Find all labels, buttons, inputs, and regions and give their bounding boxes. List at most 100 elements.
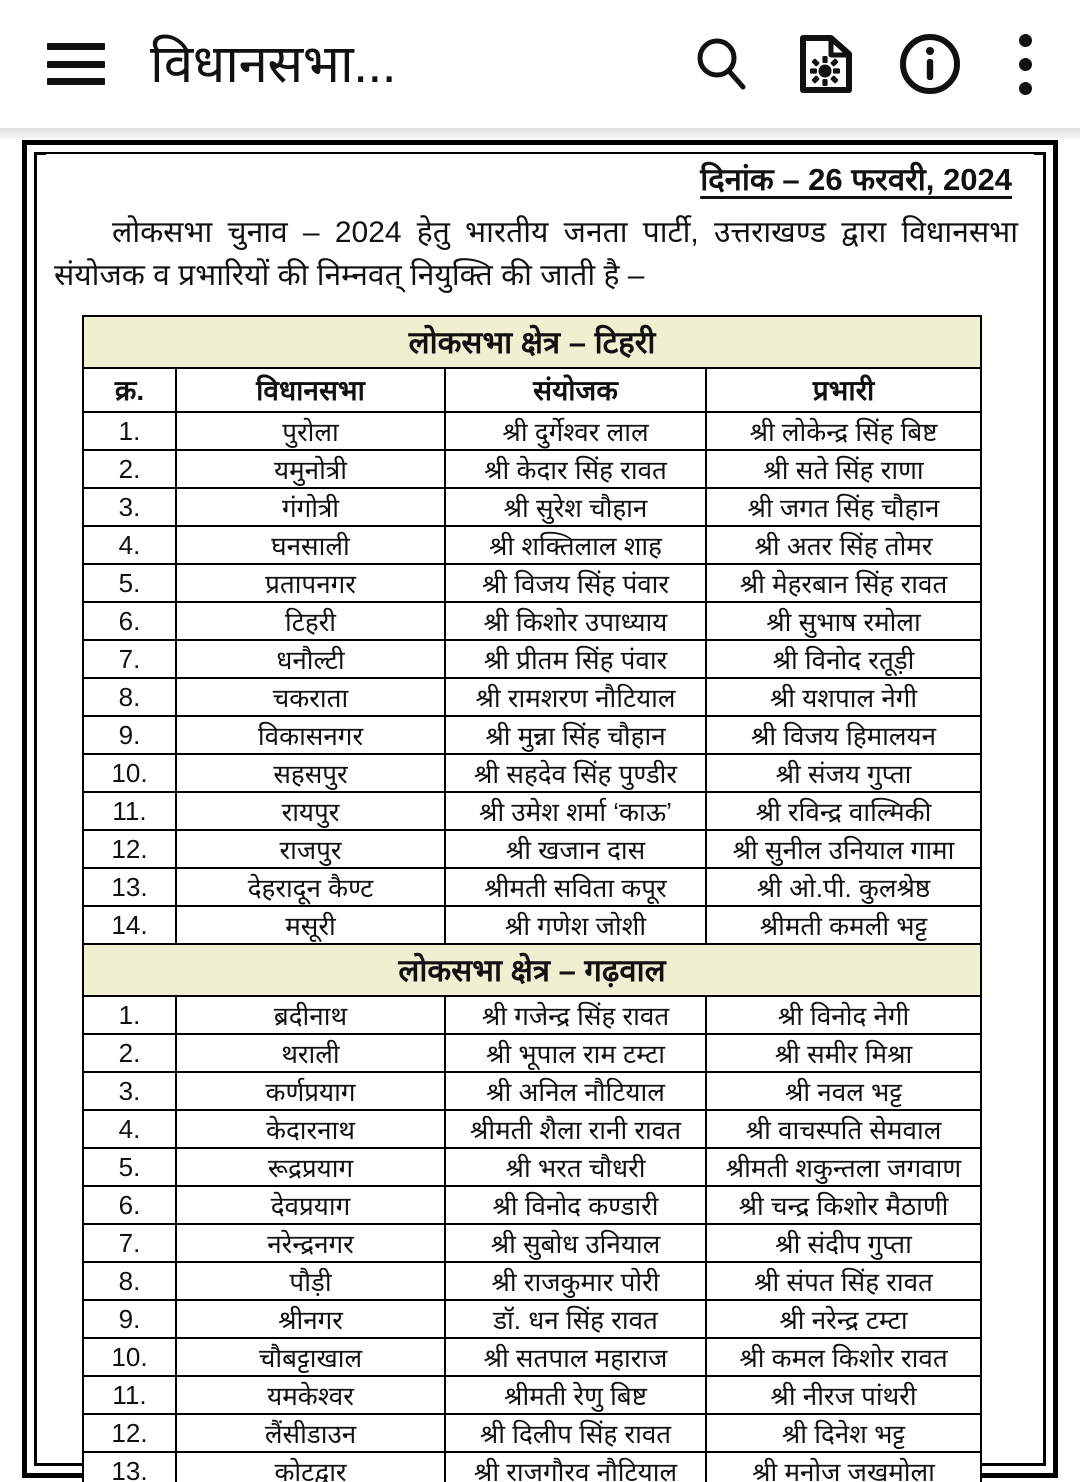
cell-incharge: श्री विनोद नेगी	[705, 995, 982, 1036]
table-row: 9. श्रीनगर डॉ. धन सिंह रावत श्री नरेन्द्र ट…	[82, 1299, 982, 1340]
cell-incharge: श्री संजय गुप्ता	[705, 753, 982, 794]
table-row: 9. विकासनगर श्री मुन्ना सिंह चौहान श्री विज…	[82, 715, 982, 756]
table-row: 2. थराली श्री भूपाल राम टम्टा श्री समीर मिश…	[82, 1033, 982, 1074]
cell-convener: श्री राजगौरव नौटियाल	[444, 1451, 707, 1482]
cell-convener: श्री रामशरण नौटियाल	[444, 677, 707, 718]
date-text: दिनांक – 26 फरवरी, 2024	[700, 162, 1012, 197]
info-button[interactable]	[878, 0, 982, 128]
document-settings-button[interactable]	[774, 0, 878, 128]
cell-serial: 4.	[82, 1109, 177, 1150]
cell-serial: 2.	[82, 1033, 177, 1074]
cell-constituency: टिहरी	[175, 601, 446, 642]
column-header-1: विधानसभा	[175, 367, 446, 414]
cell-convener: श्री मुन्ना सिंह चौहान	[444, 715, 707, 756]
cell-serial: 7.	[82, 639, 177, 680]
cell-serial: 3.	[82, 1071, 177, 1112]
cell-convener: श्री उमेश शर्मा ‘काऊ’	[444, 791, 707, 832]
cell-convener: श्री प्रीतम सिंह पंवार	[444, 639, 707, 680]
cell-convener: श्री शक्तिलाल शाह	[444, 525, 707, 566]
cell-incharge: श्री नवल भट्ट	[705, 1071, 982, 1112]
cell-serial: 10.	[82, 753, 177, 794]
cell-constituency: कर्णप्रयाग	[175, 1071, 446, 1112]
intro-paragraph: लोकसभा चुनाव – 2024 हेतु भारतीय जनता पार…	[46, 212, 1034, 297]
cell-serial: 6.	[82, 1185, 177, 1226]
cell-constituency: ब्रदीनाथ	[175, 995, 446, 1036]
cell-convener: श्री विनोद कण्डारी	[444, 1185, 707, 1226]
cell-convener: श्रीमती रेणु बिष्ट	[444, 1375, 707, 1416]
cell-constituency: देवप्रयाग	[175, 1185, 446, 1226]
table-row: 5. प्रतापनगर श्री विजय सिंह पंवार श्री मेहर…	[82, 563, 982, 604]
cell-serial: 3.	[82, 487, 177, 528]
table-row: 8. पौड़ी श्री राजकुमार पोरी श्री संपत सिंह …	[82, 1261, 982, 1302]
cell-serial: 1.	[82, 411, 177, 452]
table-row: 11. यमकेश्वर श्रीमती रेणु बिष्ट श्री नीरज प…	[82, 1375, 982, 1416]
table-row: 6. टिहरी श्री किशोर उपाध्याय श्री सुभाष रमो…	[82, 601, 982, 642]
section-title: लोकसभा क्षेत्र – टिहरी	[82, 315, 982, 370]
table-row: 10. चौबट्टाखाल श्री सतपाल महाराज श्री कमल क…	[82, 1337, 982, 1378]
cell-constituency: चकराता	[175, 677, 446, 718]
cell-convener: श्री दुर्गेश्वर लाल	[444, 411, 707, 452]
cell-incharge: श्री कमल किशोर रावत	[705, 1337, 982, 1378]
cell-incharge: श्रीमती कमली भट्ट	[705, 905, 982, 946]
appointments-table-body: लोकसभा क्षेत्र – टिहरी क्र. विधानसभा संयोजक…	[82, 315, 982, 1482]
cell-incharge: श्री चन्द्र किशोर मैठाणी	[705, 1185, 982, 1226]
cell-constituency: चौबट्टाखाल	[175, 1337, 446, 1378]
intro-text: लोकसभा चुनाव – 2024 हेतु भारतीय जनता पार…	[54, 216, 1018, 292]
cell-incharge: श्री ओ.पी. कुलश्रेष्ठ	[705, 867, 982, 908]
cell-serial: 11.	[82, 791, 177, 832]
cell-incharge: श्री नरेन्द्र टम्टा	[705, 1299, 982, 1340]
cell-constituency: धनौल्टी	[175, 639, 446, 680]
column-header-3: प्रभारी	[705, 367, 982, 414]
hamburger-icon	[47, 43, 105, 85]
cell-convener: डॉ. धन सिंह रावत	[444, 1299, 707, 1340]
table-row: 4. घनसाली श्री शक्तिलाल शाह श्री अतर सिंह त…	[82, 525, 982, 566]
page-content: दिनांक – 26 फरवरी, 2024 लोकसभा चुनाव – 2…	[46, 154, 1034, 1482]
cell-convener: श्रीमती शैला रानी रावत	[444, 1109, 707, 1150]
cell-constituency: विकासनगर	[175, 715, 446, 756]
cell-serial: 8.	[82, 1261, 177, 1302]
table-row: 5. रूद्रप्रयाग श्री भरत चौधरी श्रीमती शकुन्…	[82, 1147, 982, 1188]
cell-constituency: लैंसीडाउन	[175, 1413, 446, 1454]
cell-convener: श्री भरत चौधरी	[444, 1147, 707, 1188]
app-toolbar: विधानसभा...	[0, 0, 1080, 128]
cell-constituency: प्रतापनगर	[175, 563, 446, 604]
cell-incharge: श्री समीर मिश्रा	[705, 1033, 982, 1074]
cell-constituency: कोटद्वार	[175, 1451, 446, 1482]
table-row: 7. धनौल्टी श्री प्रीतम सिंह पंवार श्री विनो…	[82, 639, 982, 680]
cell-constituency: घनसाली	[175, 525, 446, 566]
cell-convener: श्री सतपाल महाराज	[444, 1337, 707, 1378]
cell-convener: श्री सहदेव सिंह पुण्डीर	[444, 753, 707, 794]
table-row: 1. ब्रदीनाथ श्री गजेन्द्र सिंह रावत श्री वि…	[82, 995, 982, 1036]
table-row: 11. रायपुर श्री उमेश शर्मा ‘काऊ’ श्री रविन्…	[82, 791, 982, 832]
table-row: 7. नरेन्द्रनगर श्री सुबोध उनियाल श्री संदीप…	[82, 1223, 982, 1264]
cell-constituency: यमकेश्वर	[175, 1375, 446, 1416]
cell-serial: 12.	[82, 829, 177, 870]
search-button[interactable]	[670, 0, 774, 128]
cell-serial: 9.	[82, 1299, 177, 1340]
table-row: 4. केदारनाथ श्रीमती शैला रानी रावत श्री वाच…	[82, 1109, 982, 1150]
table-row: 13. कोटद्वार श्री राजगौरव नौटियाल श्री मनोज…	[82, 1451, 982, 1482]
cell-constituency: थराली	[175, 1033, 446, 1074]
cell-serial: 9.	[82, 715, 177, 756]
cell-convener: श्री विजय सिंह पंवार	[444, 563, 707, 604]
section-header-row: लोकसभा क्षेत्र – टिहरी	[82, 315, 982, 370]
overflow-menu-button[interactable]	[982, 0, 1068, 128]
column-header-row: क्र. विधानसभा संयोजक प्रभारी	[82, 367, 982, 414]
table-row: 12. लैंसीडाउन श्री दिलीप सिंह रावत श्री दिन…	[82, 1413, 982, 1454]
cell-incharge: श्री रविन्द्र वाल्मिकी	[705, 791, 982, 832]
cell-incharge: श्री लोकेन्द्र सिंह बिष्ट	[705, 411, 982, 452]
cell-incharge: श्री मनोज जखमोला	[705, 1451, 982, 1482]
table-row: 3. गंगोत्री श्री सुरेश चौहान श्री जगत सिंह …	[82, 487, 982, 528]
cell-serial: 5.	[82, 563, 177, 604]
cell-incharge: श्रीमती शकुन्तला जगवाण	[705, 1147, 982, 1188]
menu-button[interactable]	[28, 0, 124, 128]
info-icon	[900, 34, 960, 94]
table-row: 10. सहसपुर श्री सहदेव सिंह पुण्डीर श्री संज…	[82, 753, 982, 794]
cell-serial: 6.	[82, 601, 177, 642]
appointments-table: लोकसभा क्षेत्र – टिहरी क्र. विधानसभा संयोजक…	[82, 315, 982, 1482]
cell-convener: श्री अनिल नौटियाल	[444, 1071, 707, 1112]
cell-constituency: केदारनाथ	[175, 1109, 446, 1150]
table-row: 14. मसूरी श्री गणेश जोशी श्रीमती कमली भट्ट	[82, 905, 982, 946]
document-viewport[interactable]: दिनांक – 26 फरवरी, 2024 लोकसभा चुनाव – 2…	[0, 128, 1080, 1482]
cell-convener: श्री खजान दास	[444, 829, 707, 870]
